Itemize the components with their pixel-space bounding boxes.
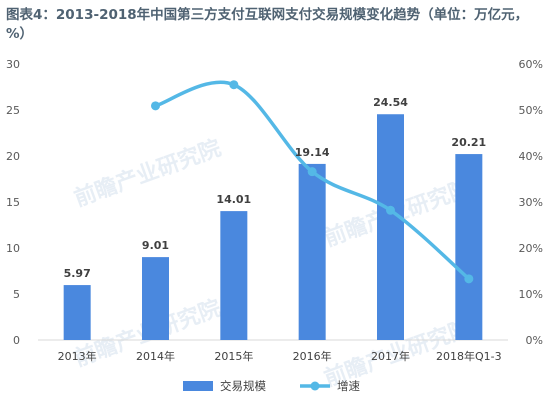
x-tick-label: 2017年	[371, 349, 410, 363]
y-right-tick-label: 20%	[519, 242, 543, 255]
y-left-tick-label: 25	[6, 104, 20, 117]
watermark: 前瞻产业研究院前瞻产业研究院前瞻产业研究院前瞻产业研究院	[71, 135, 475, 392]
growth-point	[464, 274, 474, 284]
bar-data-label: 9.01	[142, 239, 169, 252]
growth-point	[386, 205, 395, 215]
y-right-tick-label: 30%	[519, 196, 543, 209]
bar	[377, 114, 404, 341]
y-left-tick-label: 5	[13, 288, 20, 301]
bars-layer	[63, 114, 483, 341]
y-left-tick-label: 0	[13, 334, 20, 347]
bar-data-label: 19.14	[295, 146, 330, 159]
legend-swatch-bar	[183, 381, 213, 391]
y-left-tick-label: 15	[6, 196, 20, 209]
legend-label-line: 增速	[337, 379, 360, 393]
bar-data-label: 24.54	[373, 96, 408, 109]
x-tick-label: 2018年Q1-3	[436, 349, 502, 363]
bar	[298, 163, 326, 340]
y-right-tick-label: 10%	[519, 288, 543, 301]
bar	[220, 211, 248, 340]
chart-title: 图表4：2013-2018年中国第三方支付互联网支付交易规模变化趋势（单位：万亿…	[6, 7, 529, 42]
line-layer	[151, 80, 474, 284]
y-right-tick-label: 50%	[519, 104, 543, 117]
y-left-tick-label: 30	[6, 58, 20, 71]
x-tick-label: 2013年	[58, 349, 97, 363]
legend-label-bar: 交易规模	[220, 379, 266, 393]
growth-point	[307, 167, 317, 177]
legend-swatch-marker	[310, 381, 320, 391]
x-tick-label: 2016年	[293, 349, 332, 363]
growth-point	[229, 80, 239, 90]
bar	[142, 257, 169, 340]
watermark-text: 前瞻产业研究院	[71, 135, 225, 212]
growth-point	[151, 101, 160, 111]
x-tick-label: 2015年	[214, 349, 253, 363]
bar-data-label: 5.97	[64, 267, 91, 280]
y-left-tick-label: 10	[6, 242, 20, 255]
y-right-tick-label: 0%	[526, 334, 543, 347]
y-right-tick-label: 60%	[519, 58, 543, 71]
bar-data-label: 20.21	[451, 136, 486, 149]
labels-layer: 5.97 9.01 14.01 19.14 24.54 20.21 2013年 2014年 20…	[58, 96, 502, 363]
legend: 交易规模 增速	[183, 379, 360, 393]
x-tick-label: 2014年	[136, 349, 175, 363]
y-left-tick-label: 20	[6, 150, 20, 163]
bar	[455, 154, 483, 340]
y-right-tick-label: 40%	[519, 150, 543, 163]
bar-data-label: 14.01	[216, 193, 251, 206]
bar	[63, 285, 91, 340]
